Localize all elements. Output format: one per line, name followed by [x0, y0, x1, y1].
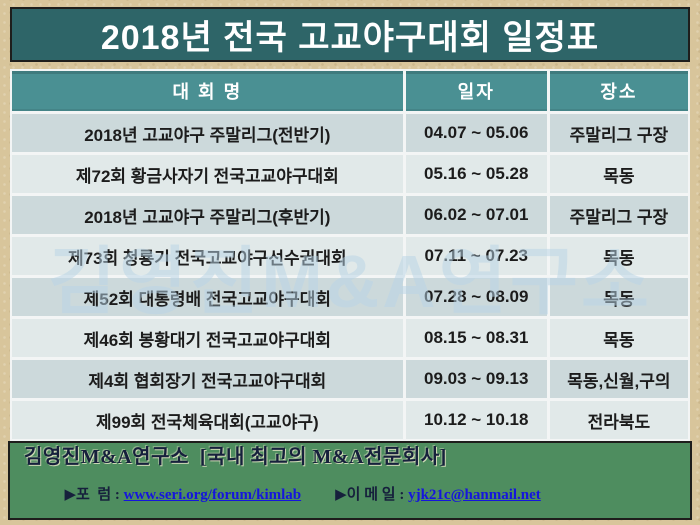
page-title: 2018년 전국 고교야구대회 일정표 — [100, 19, 600, 57]
date-cell: 07.11 ~ 07.23 — [405, 237, 547, 275]
tournament-name-cell: 2018년 고교야구 주말리그(후반기) — [12, 196, 403, 234]
tournament-name-cell: 제99회 전국체육대회(고교야구) — [12, 401, 403, 439]
venue-cell: 목동 — [549, 278, 688, 316]
date-cell: 07.28 ~ 08.09 — [405, 278, 547, 316]
date-cell: 04.07 ~ 05.06 — [405, 114, 547, 152]
tournament-name-cell: 제72회 황금사자기 전국고교야구대회 — [12, 155, 403, 193]
tournament-name-cell: 제73회 청룡기 전국고교야구선수권대회 — [12, 237, 403, 275]
col-header-tournament: 대 회 명 — [12, 71, 403, 111]
email-link[interactable]: yjk21c@hanmail.net — [408, 486, 541, 503]
date-cell: 05.16 ~ 05.28 — [405, 155, 547, 193]
venue-cell: 목동,신월,구의 — [549, 360, 688, 398]
company-name: 김영진M&A연구소 [국내 최고의 M&A전문회사] — [24, 446, 447, 468]
tournament-name-cell: 제4회 협회장기 전국고교야구대회 — [12, 360, 403, 398]
schedule-table: 대 회 명 일자 장소 2018년 고교야구 주말리그(전반기) 04.07 ~… — [10, 69, 690, 441]
venue-cell: 목동 — [549, 237, 688, 275]
date-cell: 08.15 ~ 08.31 — [405, 319, 547, 357]
tournament-name-cell: 제52회 대통령배 전국고교야구대회 — [12, 278, 403, 316]
date-cell: 06.02 ~ 07.01 — [405, 196, 547, 234]
venue-cell: 목동 — [549, 155, 688, 193]
date-cell: 09.03 ~ 09.13 — [405, 360, 547, 398]
col-header-date: 일자 — [405, 71, 547, 111]
venue-cell: 주말리그 구장 — [549, 114, 688, 152]
venue-cell: 전라북도 — [549, 401, 688, 439]
tournament-name-cell: 제46회 봉황대기 전국고교야구대회 — [12, 319, 403, 357]
email-label: ▶이 메 일 : — [335, 486, 409, 503]
page-title-bar: 2018년 전국 고교야구대회 일정표 — [10, 7, 690, 62]
footer-panel: 김영진M&A연구소 [국내 최고의 M&A전문회사] ▶포 럼 : www.se… — [8, 441, 692, 520]
venue-cell: 목동 — [549, 319, 688, 357]
forum-link[interactable]: www.seri.org/forum/kimlab — [123, 486, 302, 503]
forum-email-line: ▶포 럼 : www.seri.org/forum/kimlab ▶이 메 일 :… — [16, 469, 684, 518]
tournament-name-cell: 2018년 고교야구 주말리그(전반기) — [12, 114, 403, 152]
col-header-venue: 장소 — [549, 71, 688, 111]
forum-label: ▶포 럼 : — [64, 486, 124, 503]
venue-cell: 주말리그 구장 — [549, 196, 688, 234]
date-cell: 10.12 ~ 10.18 — [405, 401, 547, 439]
